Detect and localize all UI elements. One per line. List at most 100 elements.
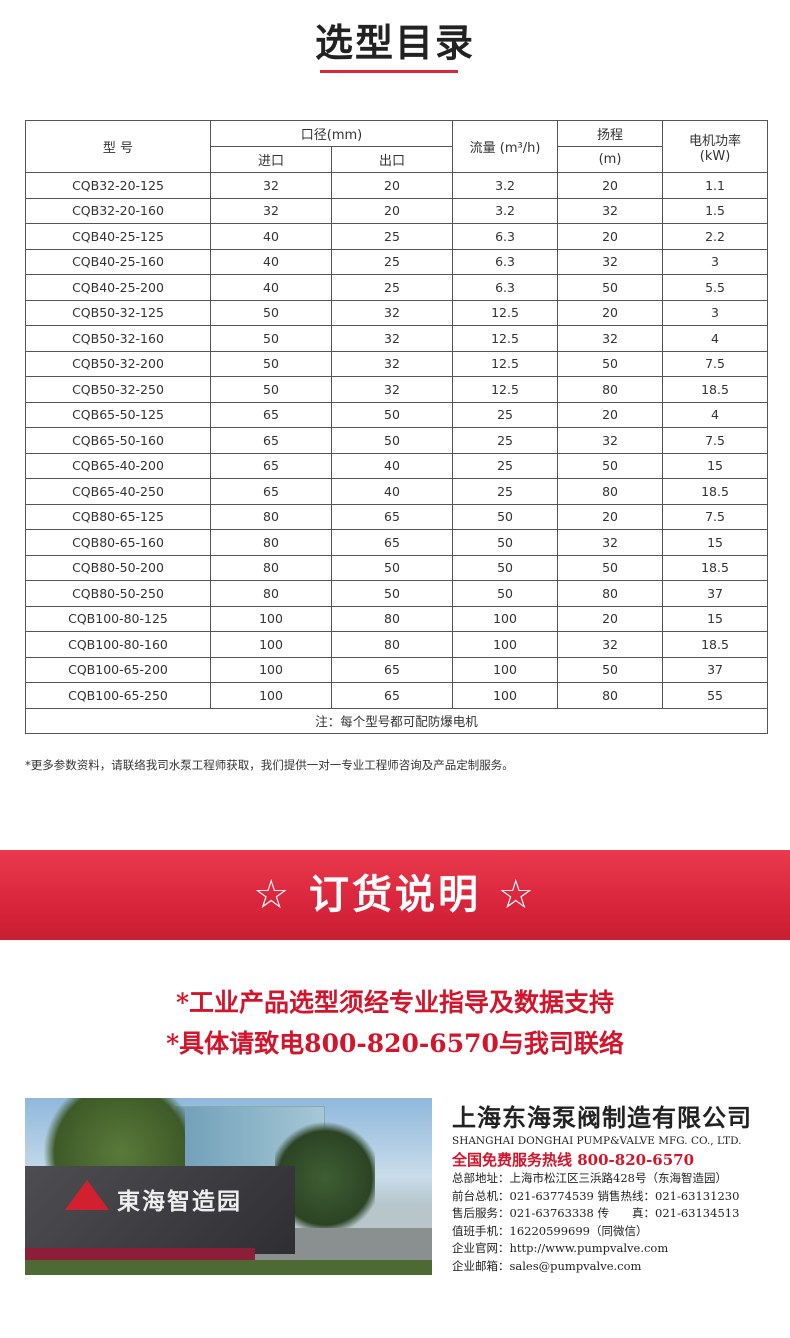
logo-icon bbox=[65, 1180, 109, 1210]
table-row: CQB65-50-160 65 50 25 32 7.5 bbox=[25, 427, 769, 454]
cell-head: 20 bbox=[557, 223, 664, 250]
website-link[interactable]: 企业官网：http://www.pumpvalve.com bbox=[452, 1241, 669, 1255]
cell-inlet: 100 bbox=[210, 605, 332, 632]
table-row: CQB50-32-125 50 32 12.5 20 3 bbox=[25, 299, 769, 326]
cell-outlet: 50 bbox=[330, 580, 454, 607]
header-model: 型 号 bbox=[25, 120, 211, 173]
table-row: CQB100-65-200 100 65 100 50 37 bbox=[25, 656, 769, 683]
cell-model: CQB80-65-160 bbox=[25, 529, 211, 556]
cell-outlet: 20 bbox=[330, 172, 454, 199]
cell-model: CQB100-80-125 bbox=[25, 605, 211, 632]
cell-model: CQB50-32-200 bbox=[25, 350, 211, 377]
cell-flow: 3.2 bbox=[452, 172, 559, 199]
cell-outlet: 40 bbox=[330, 478, 454, 505]
mobile: 值班手机：16220599699（同微信） bbox=[452, 1223, 648, 1238]
cell-outlet: 65 bbox=[330, 656, 454, 683]
table-row: CQB100-65-250 100 65 100 80 55 bbox=[25, 682, 769, 709]
cell-power: 18.5 bbox=[662, 631, 769, 658]
cell-flow: 25 bbox=[452, 401, 559, 428]
cell-inlet: 80 bbox=[210, 529, 332, 556]
footnote: *更多参数资料，请联络我司水泵工程师获取，我们提供一对一专业工程师咨询及产品定制… bbox=[25, 758, 514, 772]
cell-model: CQB65-40-250 bbox=[25, 478, 211, 505]
cell-outlet: 50 bbox=[330, 401, 454, 428]
cell-outlet: 32 bbox=[330, 299, 454, 326]
email-link[interactable]: 企业邮箱：sales@pumpvalve.com bbox=[452, 1258, 642, 1273]
header-outlet: 出口 bbox=[330, 146, 454, 173]
page-title: 选型目录 bbox=[314, 21, 475, 65]
cell-power: 7.5 bbox=[662, 427, 769, 454]
cell-flow: 6.3 bbox=[452, 248, 559, 275]
cell-power: 3 bbox=[662, 299, 769, 326]
cell-inlet: 40 bbox=[210, 274, 332, 301]
table-row: CQB65-40-250 65 40 25 80 18.5 bbox=[25, 478, 769, 505]
cell-inlet: 80 bbox=[210, 554, 332, 581]
table-row: CQB80-65-125 80 65 50 20 7.5 bbox=[25, 503, 769, 530]
table-row: CQB40-25-125 40 25 6.3 20 2.2 bbox=[25, 223, 769, 250]
cell-head: 32 bbox=[557, 427, 664, 454]
table-row: CQB32-20-160 32 20 3.2 32 1.5 bbox=[25, 197, 769, 224]
address: 总部地址：上海市松江区三浜路428号（东海智造园） bbox=[452, 1171, 727, 1185]
table-row: CQB50-32-200 50 32 12.5 50 7.5 bbox=[25, 350, 769, 377]
cell-flow: 50 bbox=[452, 503, 559, 530]
header-power: 电机功率 (kW) bbox=[662, 120, 769, 173]
cell-inlet: 50 bbox=[210, 299, 332, 326]
cell-flow: 25 bbox=[452, 452, 559, 479]
cell-power: 18.5 bbox=[662, 554, 769, 581]
cell-power: 1.5 bbox=[662, 197, 769, 224]
company-info: 上海东海泵阀制造有限公司 SHANGHAI DONGHAI PUMP&VALVE… bbox=[452, 1098, 772, 1275]
cell-model: CQB100-65-250 bbox=[25, 682, 211, 709]
cell-outlet: 50 bbox=[330, 427, 454, 454]
cell-head: 32 bbox=[557, 529, 664, 556]
header-head-unit: (m) bbox=[557, 146, 664, 173]
cell-flow: 12.5 bbox=[452, 376, 559, 403]
cell-flow: 100 bbox=[452, 631, 559, 658]
table-row: CQB65-50-125 65 50 25 20 4 bbox=[25, 401, 769, 428]
title-underline bbox=[320, 70, 458, 73]
cell-model: CQB50-32-125 bbox=[25, 299, 211, 326]
cell-inlet: 80 bbox=[210, 580, 332, 607]
table-row: CQB80-65-160 80 65 50 32 15 bbox=[25, 529, 769, 556]
cell-inlet: 65 bbox=[210, 401, 332, 428]
cell-head: 50 bbox=[557, 656, 664, 683]
cell-power: 3 bbox=[662, 248, 769, 275]
cell-power: 15 bbox=[662, 605, 769, 632]
cell-outlet: 32 bbox=[330, 376, 454, 403]
cell-head: 32 bbox=[557, 325, 664, 352]
cell-inlet: 65 bbox=[210, 478, 332, 505]
cell-head: 80 bbox=[557, 376, 664, 403]
cell-head: 32 bbox=[557, 248, 664, 275]
cell-inlet: 40 bbox=[210, 248, 332, 275]
stone-sign: 東海智造园 bbox=[25, 1166, 295, 1254]
cell-inlet: 100 bbox=[210, 656, 332, 683]
table-row: CQB100-80-125 100 80 100 20 15 bbox=[25, 605, 769, 632]
cell-head: 20 bbox=[557, 503, 664, 530]
cell-flow: 25 bbox=[452, 478, 559, 505]
sign-text: 東海智造园 bbox=[117, 1189, 242, 1215]
hedge bbox=[25, 1260, 432, 1275]
cell-head: 50 bbox=[557, 350, 664, 377]
phones: 前台总机：021-63774539 销售热线：021-63131230 bbox=[452, 1188, 740, 1203]
cell-outlet: 20 bbox=[330, 197, 454, 224]
cell-flow: 6.3 bbox=[452, 223, 559, 250]
table-row: CQB65-40-200 65 40 25 50 15 bbox=[25, 452, 769, 479]
header-caliber: 口径(mm) bbox=[209, 120, 454, 147]
cell-model: CQB80-50-250 bbox=[25, 580, 211, 607]
cell-flow: 100 bbox=[452, 605, 559, 632]
cell-outlet: 25 bbox=[330, 274, 454, 301]
cell-power: 4 bbox=[662, 325, 769, 352]
cell-head: 80 bbox=[557, 682, 664, 709]
cell-outlet: 32 bbox=[330, 350, 454, 377]
cell-power: 18.5 bbox=[662, 478, 769, 505]
cell-flow: 50 bbox=[452, 580, 559, 607]
campus-photo: 東海智造园 bbox=[25, 1098, 432, 1275]
selection-table: 型 号 口径(mm) 流量 (m³/h) 扬程 电机功率 (kW) 进口 出口 (… bbox=[24, 120, 769, 734]
cell-outlet: 25 bbox=[330, 248, 454, 275]
cell-inlet: 40 bbox=[210, 223, 332, 250]
cell-head: 20 bbox=[557, 605, 664, 632]
cell-inlet: 100 bbox=[210, 631, 332, 658]
table-row: CQB80-50-250 80 50 50 80 37 bbox=[25, 580, 769, 607]
cell-inlet: 100 bbox=[210, 682, 332, 709]
table-row: CQB50-32-250 50 32 12.5 80 18.5 bbox=[25, 376, 769, 403]
cell-outlet: 32 bbox=[330, 325, 454, 352]
cell-power: 18.5 bbox=[662, 376, 769, 403]
